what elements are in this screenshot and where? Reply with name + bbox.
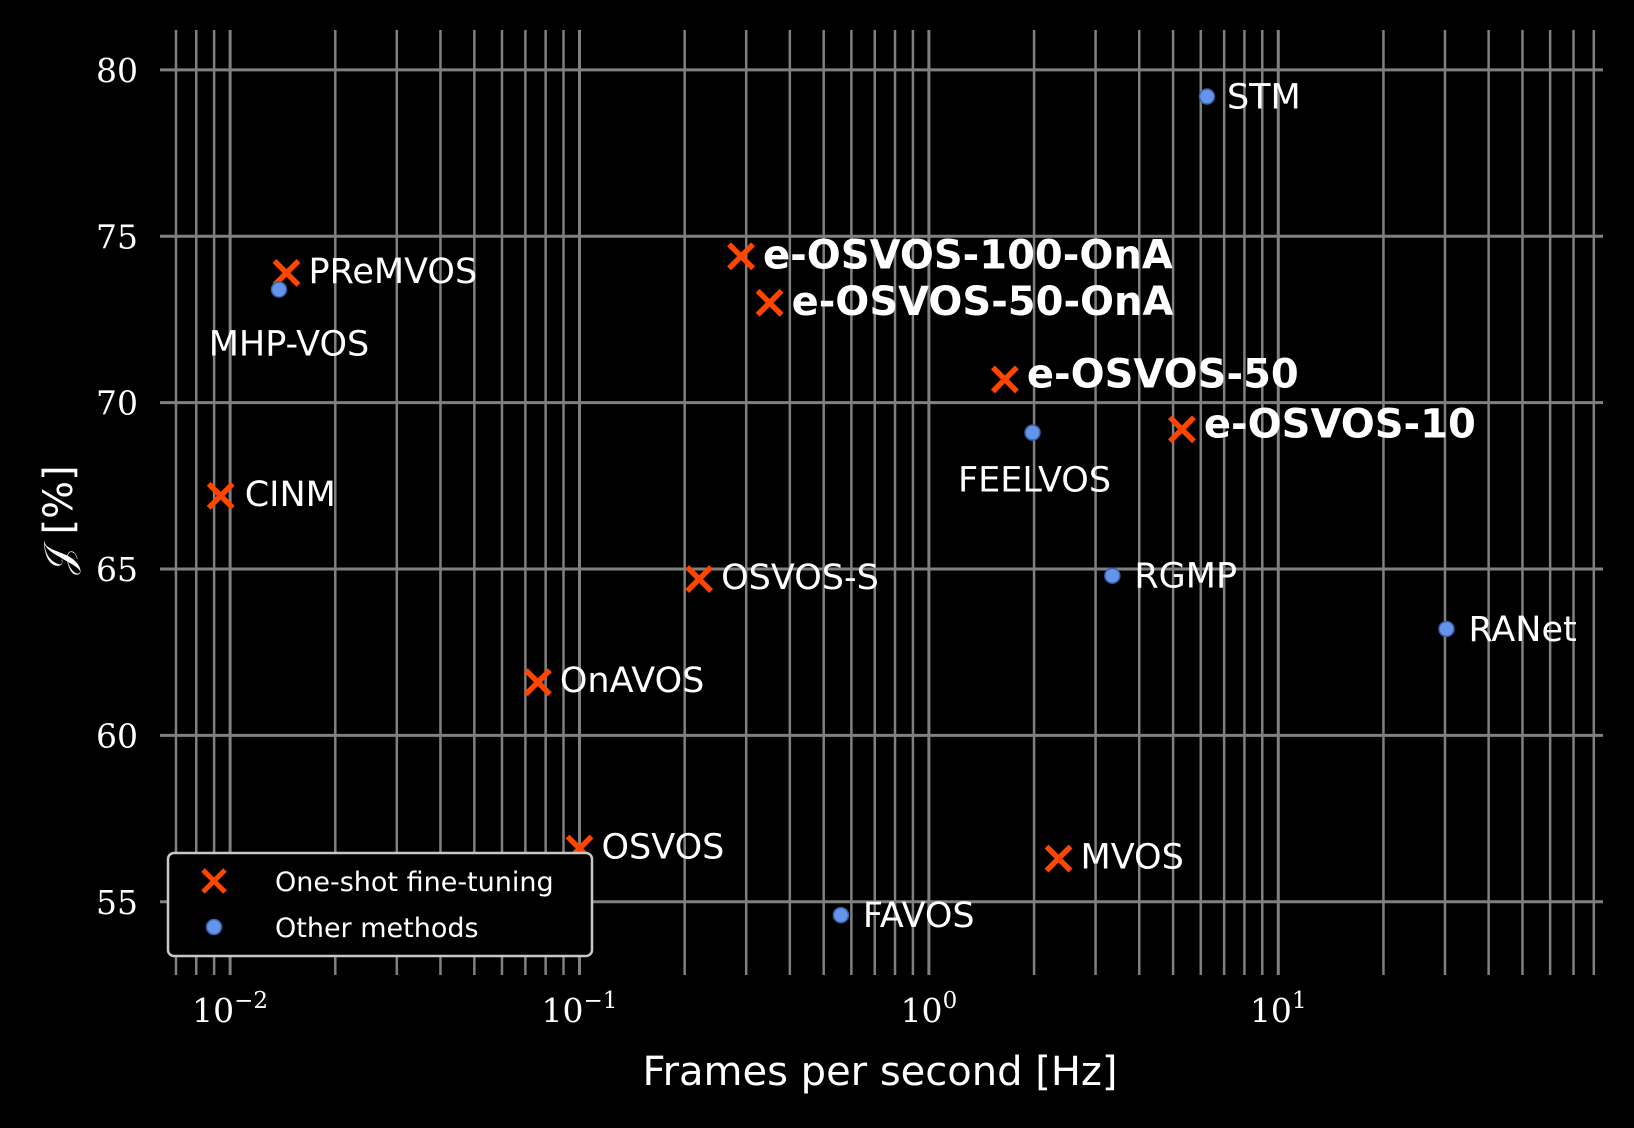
- label-e-osvos-50: e-OSVOS-50: [1027, 351, 1299, 397]
- point-rgmp: [1104, 567, 1121, 584]
- legend-marker-x-icon: [201, 868, 227, 894]
- label-e-osvos-100-ona: e-OSVOS-100-OnA: [763, 232, 1173, 278]
- y-tick-label: 60: [96, 716, 138, 755]
- x-tick-label: 100: [901, 988, 958, 1030]
- x-marker-stroke: [685, 565, 714, 593]
- data-points: [206, 88, 1455, 924]
- point-e-osvos-50: [990, 365, 1019, 394]
- x-axis-label: Frames per second [Hz]: [643, 1049, 1118, 1095]
- x-axis-ticks: 10−2 10−1 100 101: [192, 988, 1306, 1030]
- x-marker-stroke: [206, 481, 235, 510]
- point-cinm: [206, 481, 235, 510]
- legend: One-shot fine-tuning Other methods: [166, 851, 594, 958]
- label-mhp-vos: MHP-VOS: [209, 325, 370, 365]
- point-mvos: [1044, 844, 1073, 873]
- x-marker-stroke: [755, 288, 784, 317]
- legend-box: [166, 851, 594, 958]
- grid: [160, 30, 1603, 975]
- label-ranet: RANet: [1468, 610, 1576, 650]
- x-marker-stroke: [727, 242, 755, 271]
- x-marker-stroke: [523, 668, 552, 697]
- label-rgmp: RGMP: [1134, 557, 1237, 597]
- label-cinm: CINM: [245, 475, 336, 515]
- point-premvos: [272, 258, 301, 287]
- point-labels: PReMVOS CINM e-OSVOS-100-OnAe-OSVOS-50-OnA…: [209, 78, 1577, 937]
- label-mvos: MVOS: [1081, 838, 1184, 878]
- y-tick-label: 65: [96, 550, 138, 589]
- point-e-osvos-100-ona: [727, 242, 755, 271]
- y-axis-ticks: 55 60 65 70 75 80: [96, 51, 138, 922]
- legend-marker-dot-icon: [205, 918, 223, 936]
- label-onavos: OnAVOS: [560, 661, 705, 701]
- x-marker-stroke: [1167, 415, 1196, 444]
- point-mhp-vos: [270, 281, 288, 298]
- point-stm: [1198, 88, 1216, 105]
- point-osvos-s: [685, 565, 714, 593]
- label-osvos: OSVOS: [601, 828, 724, 868]
- label-e-osvos-50-ona: e-OSVOS-50-OnA: [792, 279, 1174, 325]
- x-tick-label: 101: [1250, 988, 1307, 1030]
- label-osvos-s: OSVOS-S: [721, 558, 879, 598]
- y-tick-label: 80: [96, 51, 138, 90]
- y-tick-label: 70: [96, 384, 138, 423]
- y-tick-label: 75: [96, 217, 138, 256]
- x-marker-stroke: [1044, 844, 1073, 873]
- label-favos: FAVOS: [863, 896, 975, 936]
- point-e-osvos-50-ona: [755, 288, 784, 317]
- point-feelvos: [1024, 424, 1041, 441]
- label-premvos: PReMVOS: [308, 252, 477, 292]
- label-feelvos: FEELVOS: [958, 461, 1111, 501]
- legend-label-one-shot: One-shot fine-tuning: [275, 867, 554, 898]
- label-e-osvos-10: e-OSVOS-10: [1204, 401, 1476, 447]
- point-e-osvos-10: [1167, 415, 1196, 444]
- point-favos: [832, 906, 850, 924]
- x-marker-stroke: [272, 258, 301, 287]
- y-tick-label: 55: [96, 883, 138, 922]
- x-marker-stroke: [990, 365, 1019, 394]
- label-stm: STM: [1227, 78, 1301, 118]
- point-onavos: [523, 668, 552, 697]
- point-ranet: [1438, 620, 1455, 638]
- x-tick-label: 10−1: [542, 988, 618, 1030]
- y-axis-label: 𝒥 [%]: [36, 465, 82, 575]
- x-tick-label: 10−2: [192, 988, 268, 1030]
- legend-label-other: Other methods: [275, 913, 479, 944]
